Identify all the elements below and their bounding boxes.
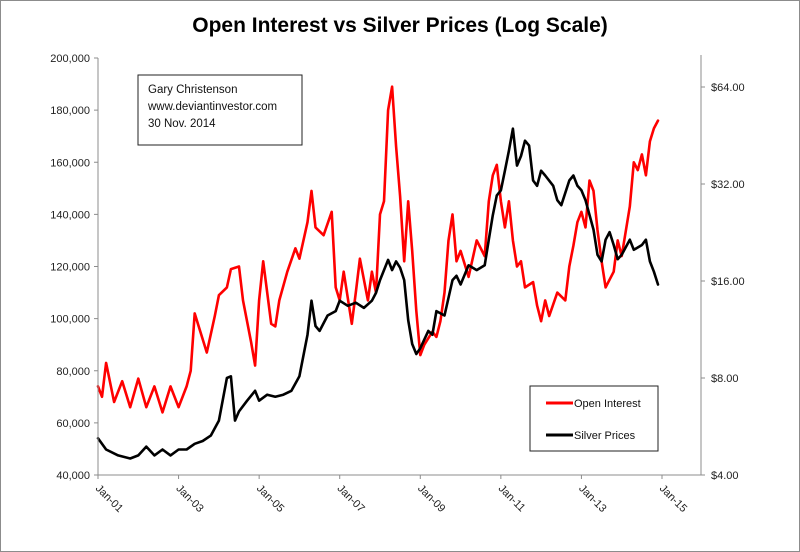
x-tick-label: Jan-03 [173, 483, 205, 515]
left-tick-label: 120,000 [50, 262, 90, 274]
x-tick-label: Jan-05 [254, 483, 286, 515]
annotation-box: Gary Christenson www.deviantinvestor.com… [137, 74, 303, 146]
x-axis-ticks: Jan-01 Jan-03 Jan-05 Jan-07 Jan-09 Jan-11 Jan-… [93, 475, 689, 515]
x-tick-label: Jan-09 [415, 483, 447, 515]
right-tick-label: $64.00 [711, 82, 745, 94]
annotation-border [137, 74, 303, 146]
right-tick-label: $32.00 [711, 179, 745, 191]
legend: Open Interest Silver Prices [529, 385, 659, 452]
x-tick-label: Jan-13 [576, 483, 608, 515]
left-y-axis-ticks: 40,000 60,000 80,000 100,000 120,000 140,000 1… [50, 53, 98, 482]
annotation-website: www.deviantinvestor.com [147, 101, 277, 113]
chart-title: Open Interest vs Silver Prices (Log Scal… [192, 14, 608, 37]
left-tick-label: 160,000 [50, 157, 90, 169]
series-line-silver-prices [96, 127, 660, 460]
legend-label-silver-prices: Silver Prices [574, 430, 636, 442]
plot-area [96, 85, 660, 460]
left-tick-label: 180,000 [50, 105, 90, 117]
left-tick-label: 100,000 [50, 314, 90, 326]
x-tick-label: Jan-01 [93, 483, 125, 515]
x-tick-label: Jan-11 [496, 483, 528, 515]
x-tick-label: Jan-15 [657, 483, 689, 515]
series-line-open-interest [96, 85, 660, 414]
right-tick-label: $4.00 [711, 470, 739, 482]
right-y-axis-ticks: $4.00 $8.00 $16.00 $32.00 $64.00 [701, 82, 745, 482]
legend-label-open-interest: Open Interest [574, 398, 641, 410]
right-tick-label: $8.00 [711, 373, 739, 385]
annotation-author: Gary Christenson [148, 84, 237, 96]
left-tick-label: 80,000 [56, 366, 90, 378]
left-tick-label: 200,000 [50, 53, 90, 65]
right-tick-label: $16.00 [711, 276, 745, 288]
left-tick-label: 60,000 [56, 418, 90, 430]
legend-border [529, 385, 659, 452]
left-tick-label: 40,000 [56, 470, 90, 482]
x-tick-label: Jan-07 [335, 483, 367, 515]
left-tick-label: 140,000 [50, 209, 90, 221]
annotation-date: 30 Nov. 2014 [148, 118, 216, 130]
